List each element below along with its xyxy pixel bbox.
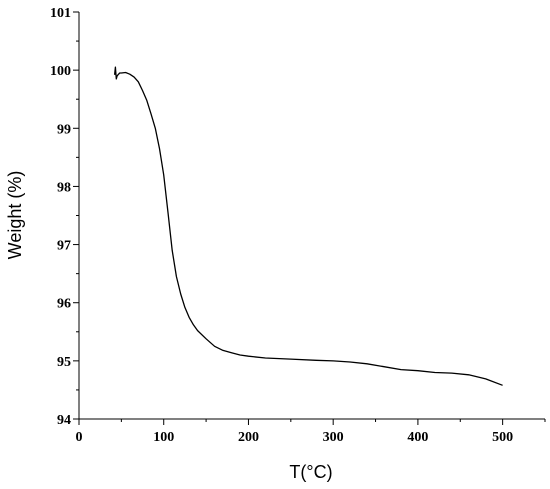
x-tick-label: 100: [153, 430, 174, 445]
y-axis-ticks: 94 95 96 97 98 99 100 101: [50, 6, 79, 428]
x-tick-label: 200: [238, 430, 259, 445]
x-tick-label: 500: [492, 430, 513, 445]
y-tick-label: 101: [50, 6, 71, 21]
y-tick-label: 96: [57, 297, 71, 312]
x-tick-label: 400: [407, 430, 428, 445]
y-tick-label: 94: [57, 413, 71, 428]
y-tick-label: 97: [57, 239, 71, 254]
y-axis-title: Weight (%): [5, 171, 25, 260]
x-axis-title: T(°C): [289, 462, 332, 482]
y-tick-label: 99: [57, 122, 71, 137]
series-line-0: [113, 66, 503, 386]
x-axis-ticks: 0 100 200 300 400 500: [76, 419, 546, 445]
x-tick-label: 300: [323, 430, 344, 445]
y-tick-label: 95: [57, 355, 71, 370]
y-tick-label: 100: [50, 64, 71, 79]
x-tick-label: 0: [76, 430, 83, 445]
y-tick-label: 98: [57, 180, 71, 195]
plot-area: [78, 12, 545, 420]
